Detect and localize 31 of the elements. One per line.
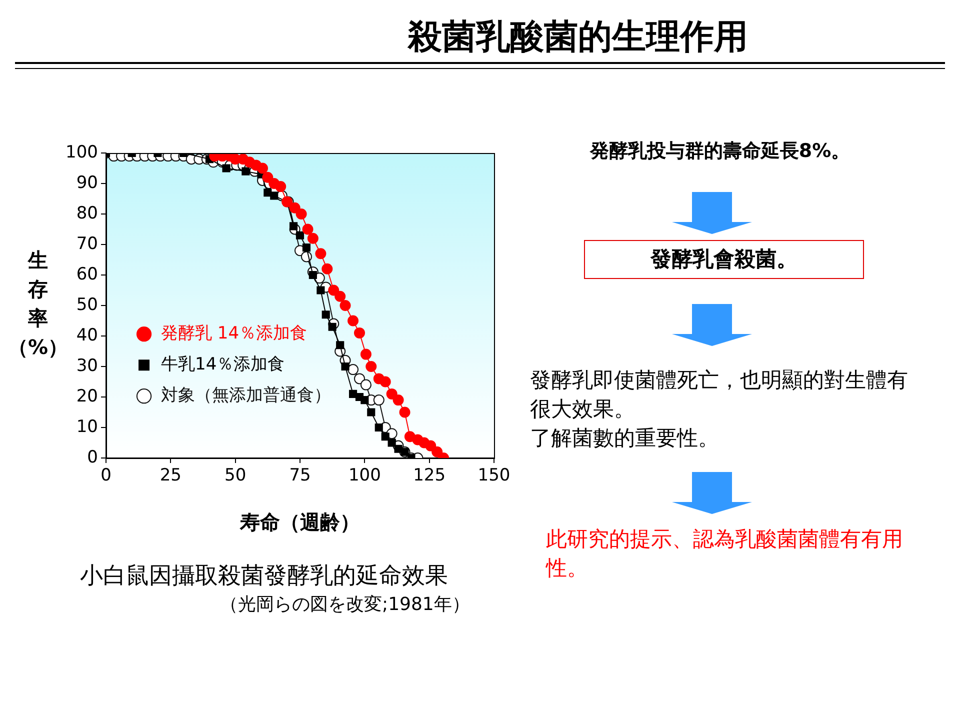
y-tick-label: 60	[76, 264, 98, 284]
y-tick-label: 50	[76, 294, 98, 315]
text: 發酵乳會殺菌。	[584, 240, 864, 279]
y-tick-label: 0	[87, 447, 98, 468]
legend-label: 発酵乳 14％添加食	[161, 324, 308, 344]
text: 此研究的提示、認為乳酸菌菌體有有用性。	[546, 526, 904, 582]
text: 了解菌數的重要性。	[530, 425, 720, 452]
y-tick-label: 100	[66, 142, 98, 162]
x-tick-label: 125	[413, 466, 446, 486]
text: （光岡らの図を改変;1981年）	[220, 593, 471, 617]
y-tick-label: 90	[76, 172, 98, 193]
legend-label: 牛乳14％添加食	[161, 354, 285, 375]
x-tick-label: 0	[100, 466, 112, 486]
y-tick-label: 80	[76, 203, 98, 224]
text: 小白鼠因攝取殺菌發酵乳的延命效果	[80, 562, 449, 591]
x-tick-label: 75	[289, 466, 311, 486]
y-tick-label: 70	[76, 234, 98, 254]
y-tick-label: 10	[76, 416, 98, 437]
text: 発酵乳投与群的壽命延長8%。	[588, 139, 852, 164]
x-tick-label: 25	[160, 466, 182, 486]
x-tick-label: 150	[478, 466, 510, 486]
text: 發酵乳即使菌體死亡，也明顯的對生體有很大效果。	[530, 367, 909, 424]
y-axis-title: 生存率（%）	[8, 248, 68, 360]
text: 殺菌乳酸菌的生理作用	[406, 16, 749, 59]
x-axis-title: 寿命（週齢）	[239, 510, 360, 534]
y-tick-label: 20	[76, 386, 98, 406]
x-tick-label: 50	[224, 466, 246, 486]
y-tick-label: 30	[76, 356, 98, 376]
y-tick-label: 40	[76, 325, 98, 346]
legend-label: 対象（無添加普通食）	[161, 386, 332, 406]
x-tick-label: 100	[348, 466, 381, 486]
